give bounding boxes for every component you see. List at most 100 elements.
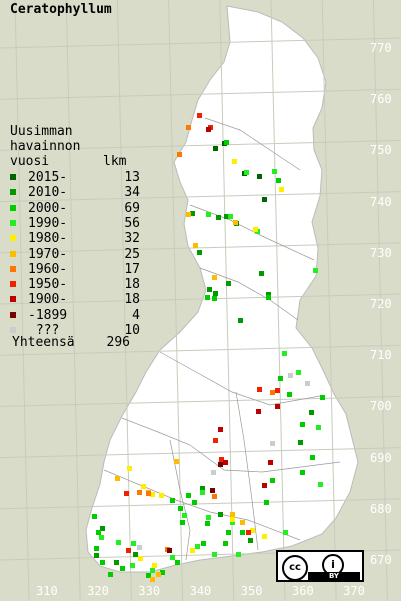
occurrence-square: [130, 563, 135, 568]
occurrence-square: [178, 506, 183, 511]
occurrence-square: [99, 535, 104, 540]
occurrence-square: [200, 490, 205, 495]
legend-swatch: [10, 219, 16, 226]
occurrence-square: [283, 530, 288, 535]
legend-label: 2015-: [28, 170, 68, 185]
occurrence-square: [262, 483, 267, 488]
occurrence-square: [195, 544, 200, 549]
grid-line: [219, 0, 235, 601]
x-tick-label: 340: [189, 584, 212, 598]
legend-count: 32: [124, 231, 140, 247]
occurrence-square: [282, 351, 287, 356]
grid-line: [0, 242, 401, 254]
regional-border: [121, 417, 341, 473]
occurrence-square: [288, 373, 293, 378]
y-tick-label: 720: [370, 297, 392, 311]
regional-border: [235, 391, 259, 551]
total-count: 296: [106, 335, 130, 350]
occurrence-square: [213, 438, 218, 443]
occurrence-square: [197, 113, 202, 118]
legend-count: 10: [124, 323, 140, 338]
occurrence-square: [230, 512, 235, 517]
regional-border: [199, 267, 299, 321]
occurrence-square: [210, 488, 215, 493]
occurrence-square: [253, 227, 258, 232]
occurrence-square: [150, 492, 155, 497]
occurrence-square: [186, 493, 191, 498]
occurrence-square: [298, 440, 303, 445]
occurrence-square: [133, 552, 138, 557]
occurrence-square: [213, 291, 218, 296]
occurrence-square: [150, 577, 155, 582]
legend-label: ???: [28, 323, 60, 338]
occurrence-square: [152, 563, 157, 568]
occurrence-square: [309, 410, 314, 415]
legend-count: 69: [124, 200, 140, 216]
legend-swatch: [10, 281, 16, 288]
occurrence-square: [212, 296, 217, 301]
occurrence-square: [262, 534, 267, 539]
occurrence-square: [190, 211, 195, 216]
occurrence-square: [266, 295, 271, 300]
occurrence-square: [224, 214, 229, 219]
occurrence-square: [270, 390, 275, 395]
occurrence-square: [218, 462, 223, 467]
grid-line: [0, 88, 401, 100]
occurrence-square: [170, 498, 175, 503]
occurrence-square: [100, 526, 105, 531]
occurrence-square: [156, 572, 161, 577]
legend-swatch: [10, 265, 16, 272]
occurrence-square: [100, 560, 105, 565]
legend-swatch: [10, 174, 16, 180]
occurrence-square: [230, 517, 235, 522]
occurrence-square: [92, 514, 97, 519]
legend-swatch: [10, 250, 16, 257]
species-title: Ceratophyllum: [10, 2, 112, 17]
occurrence-square: [305, 381, 310, 386]
total-label: Yhteensä: [12, 335, 75, 350]
occurrence-square: [287, 392, 292, 397]
y-tick-label: 760: [370, 92, 392, 107]
grid-line: [0, 293, 401, 305]
y-tick-label: 770: [370, 41, 392, 55]
occurrence-square: [174, 459, 179, 464]
legend-label: -1899: [28, 307, 68, 323]
cc-by-license-badge[interactable]: cc i BY: [276, 550, 364, 582]
occurrence-square: [232, 159, 237, 164]
grid-line: [65, 0, 81, 601]
occurrence-square: [212, 552, 217, 557]
occurrence-square: [230, 520, 235, 525]
regional-border: [159, 351, 321, 406]
occurrence-square: [223, 541, 228, 546]
occurrence-square: [180, 520, 185, 525]
occurrence-square: [226, 530, 231, 535]
legend-swatch: [10, 204, 16, 211]
legend-label: 1960-: [28, 261, 68, 277]
occurrence-square: [114, 560, 119, 565]
occurrence-square: [115, 476, 120, 481]
grid-line: [0, 395, 401, 407]
y-tick-label: 710: [370, 348, 392, 363]
legend-heading-1: Uusimman: [10, 124, 73, 139]
legend-heading-2: havainnon: [10, 139, 81, 154]
occurrence-square: [259, 271, 264, 276]
x-tick-label: 350: [240, 584, 263, 598]
occurrence-square: [275, 404, 280, 409]
cc-icon: cc: [282, 555, 308, 581]
occurrence-square: [219, 457, 224, 462]
occurrence-square: [177, 152, 182, 157]
occurrence-square: [116, 540, 121, 545]
occurrence-square: [218, 512, 223, 517]
y-tick-label: 750: [370, 143, 392, 158]
legend-swatch: [10, 235, 16, 242]
occurrence-square: [233, 220, 238, 225]
occurrence-square: [137, 545, 142, 550]
legend-label: 1990-: [28, 215, 68, 231]
occurrence-square: [257, 174, 262, 179]
occurrence-square: [270, 441, 275, 446]
occurrence-square: [300, 422, 305, 427]
occurrence-square: [146, 491, 151, 496]
grid-line: [0, 498, 401, 510]
occurrence-square: [141, 484, 146, 489]
occurrence-square: [223, 460, 228, 465]
